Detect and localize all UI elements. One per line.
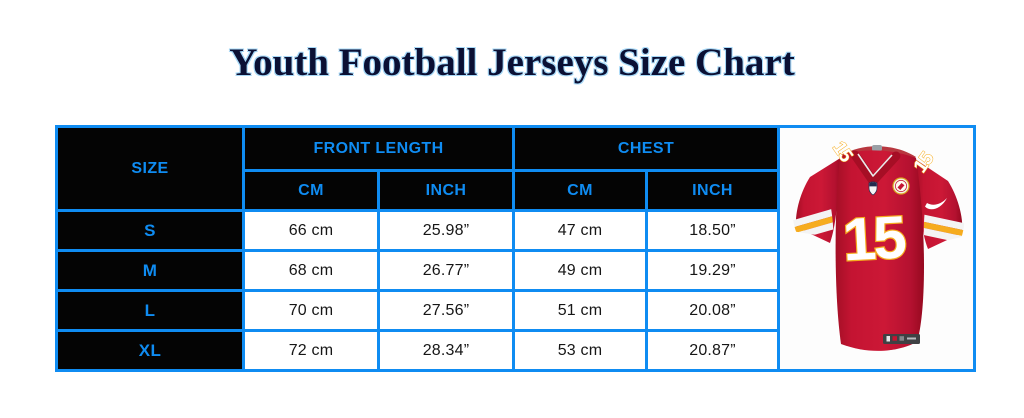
- front-length-inch-value: 26.77”: [377, 249, 515, 292]
- hanger-loop: [872, 145, 883, 151]
- chest-number: 15: [841, 203, 907, 273]
- chest-inch-value: 20.08”: [644, 289, 781, 332]
- jersey-illustration: 15 15 15: [780, 137, 974, 351]
- front-length-cm-value: 70 cm: [242, 289, 380, 332]
- front-length-cm-value: 72 cm: [242, 329, 380, 372]
- chest-cm-value: 51 cm: [512, 289, 648, 332]
- front-length-group-header: FRONT LENGTH: [242, 125, 515, 172]
- chest-group-header: CHEST: [511, 125, 781, 172]
- chest-cm-value: 47 cm: [512, 209, 648, 252]
- chest-inch-value: 20.87”: [644, 329, 781, 372]
- table-row-size-l: L 70 cm 27.56” 51 cm 20.08”: [55, 289, 975, 332]
- chest-cm-value: 49 cm: [512, 249, 648, 292]
- v-neck-collar: [850, 150, 901, 186]
- front-length-cm-value: 66 cm: [242, 209, 380, 252]
- size-chart-table: SIZE FRONT LENGTH CHEST: [55, 125, 977, 372]
- table-row-size-s: S 66 cm 25.98” 47 cm 18.50”: [55, 209, 975, 252]
- table-row-size-m: M 68 cm 26.77” 49 cm 19.29”: [55, 249, 975, 292]
- front-length-cm-header: CM: [242, 169, 380, 212]
- chest-inch-value: 18.50”: [644, 209, 781, 252]
- size-column-header: SIZE: [55, 125, 245, 212]
- jock-tag: [883, 334, 921, 344]
- team-patch-icon: [892, 177, 910, 195]
- front-length-inch-header: INCH: [377, 169, 515, 212]
- nike-swoosh-icon: [925, 198, 948, 210]
- jersey-product-image: 15 15 15: [777, 125, 977, 372]
- front-length-inch-value: 28.34”: [377, 329, 515, 372]
- front-length-inch-value: 25.98”: [377, 209, 515, 252]
- chest-inch-value: 19.29”: [644, 249, 781, 292]
- page-title: Youth Football Jerseys Size Chart: [229, 41, 795, 84]
- size-label: S: [55, 209, 245, 252]
- size-label: XL: [55, 329, 245, 372]
- size-label: M: [55, 249, 245, 292]
- front-length-cm-value: 68 cm: [242, 249, 380, 292]
- jersey-body: [835, 150, 925, 351]
- size-label: L: [55, 289, 245, 332]
- chest-cm-header: CM: [512, 169, 648, 212]
- nfl-shield-icon: [868, 181, 878, 196]
- table-row-size-xl: XL 72 cm 28.34” 53 cm 20.87”: [55, 329, 975, 372]
- chest-cm-value: 53 cm: [512, 329, 648, 372]
- front-length-inch-value: 27.56”: [377, 289, 515, 332]
- chest-inch-header: INCH: [644, 169, 781, 212]
